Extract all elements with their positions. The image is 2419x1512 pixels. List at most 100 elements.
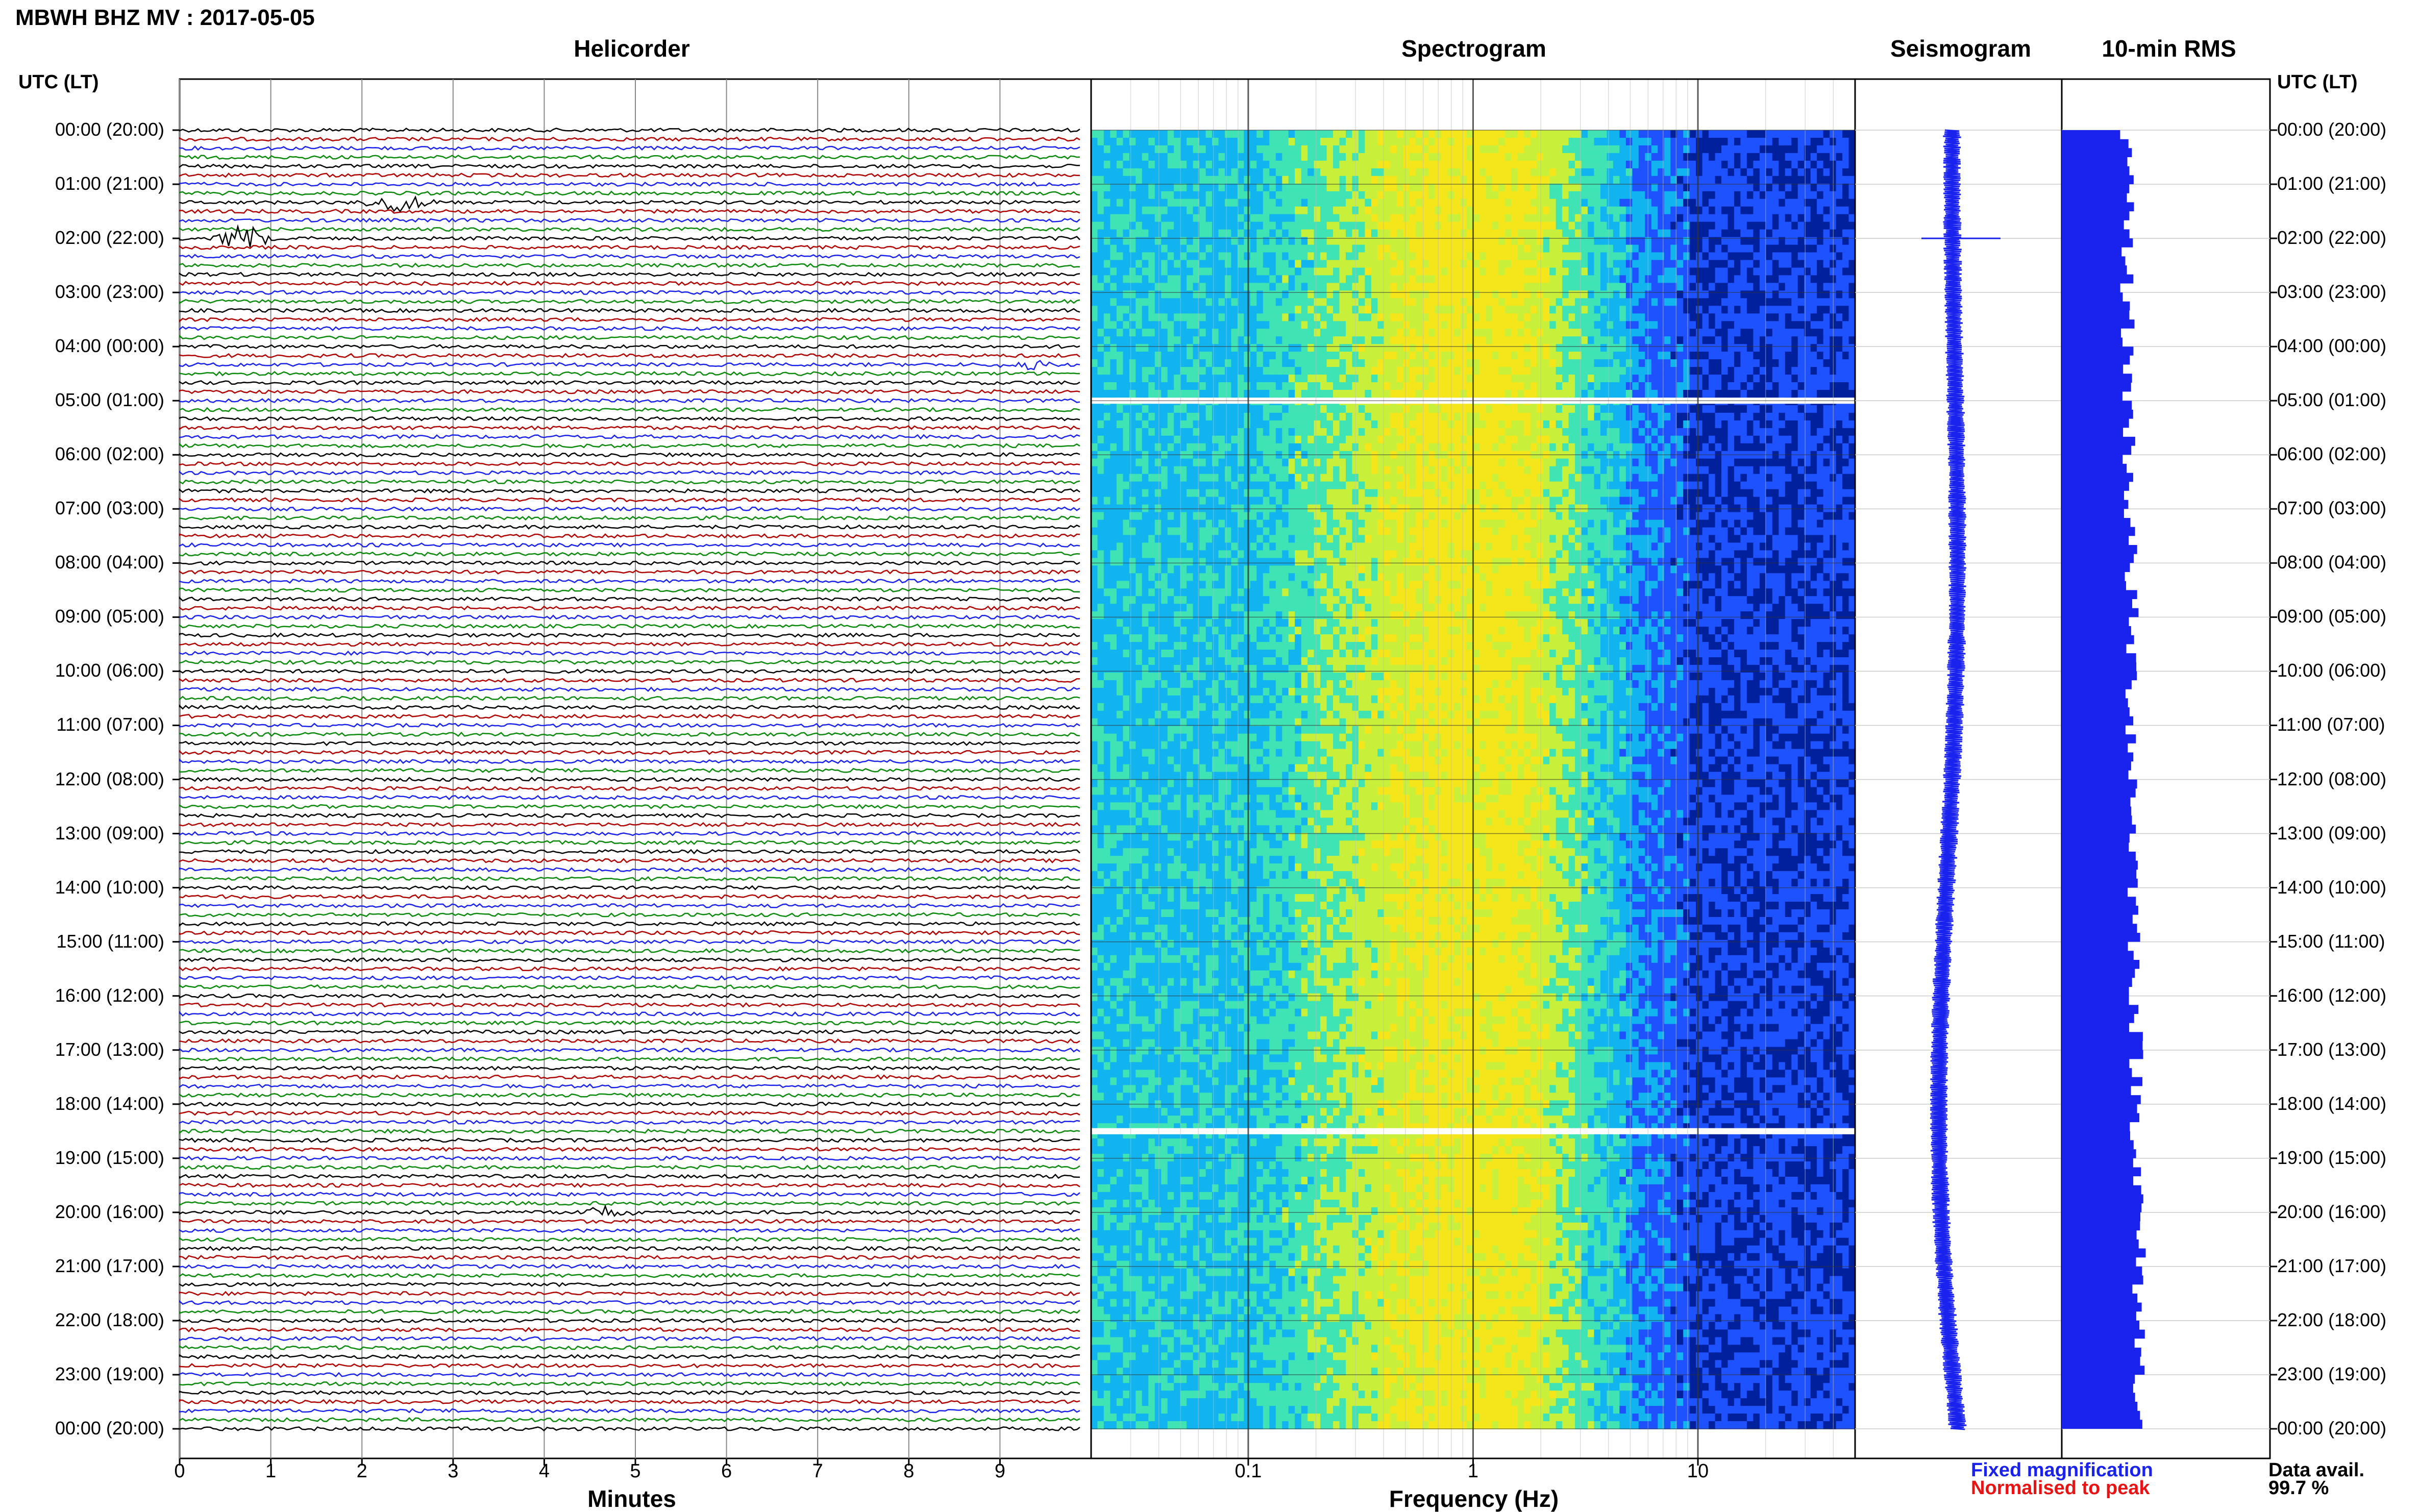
spectrogram-cell — [1734, 130, 1741, 138]
spectrogram-cell — [1275, 367, 1283, 375]
spectrogram-cell — [1588, 367, 1595, 375]
spectrogram-cell — [1091, 359, 1098, 367]
spectrogram-cell — [1779, 359, 1786, 367]
spectrogram-cell — [1676, 382, 1684, 390]
spectrogram-cell — [1346, 168, 1353, 177]
spectrogram-cell — [1524, 313, 1531, 322]
spectrogram-cell — [1288, 306, 1295, 314]
spectrogram-cell — [1167, 199, 1174, 207]
spectrogram-cell — [1396, 221, 1404, 230]
spectrogram-cell — [1103, 405, 1111, 413]
helicorder-trace — [179, 1128, 1080, 1135]
spectrogram-cell — [1823, 367, 1830, 375]
spectrogram-cell — [1683, 168, 1690, 177]
spectrogram-cell — [1384, 145, 1391, 154]
spectrogram-cell — [1530, 321, 1538, 330]
spectrogram-cell — [1772, 420, 1780, 429]
spectrogram-cell — [1441, 367, 1448, 375]
spectrogram-cell — [1817, 336, 1824, 344]
spectrogram-cell — [1295, 168, 1302, 177]
spectrogram-cell — [1492, 130, 1499, 138]
spectrogram-cell — [1779, 229, 1786, 238]
spectrogram-cell — [1619, 199, 1626, 207]
spectrogram-cell — [1543, 199, 1550, 207]
spectrogram-cell — [1842, 191, 1849, 200]
spectrogram-cell — [1409, 329, 1417, 337]
spectrogram-cell — [1607, 206, 1614, 215]
spectrogram-cell — [1091, 214, 1098, 222]
spectrogram-cell — [1339, 183, 1346, 192]
spectrogram-cell — [1562, 321, 1569, 330]
spectrogram-cell — [1377, 176, 1385, 184]
spectrogram-cell — [1269, 153, 1276, 161]
spectrogram-cell — [1715, 130, 1722, 138]
spectrogram-cell — [1543, 267, 1550, 276]
spectrogram-cell — [1568, 428, 1575, 436]
spectrogram-cell — [1588, 229, 1595, 238]
spectrogram-cell — [1727, 221, 1735, 230]
spectrogram-cell — [1492, 428, 1499, 436]
spectrogram-cell — [1428, 267, 1436, 276]
spectrogram-cell — [1625, 244, 1633, 253]
spectrogram-cell — [1295, 336, 1302, 344]
spectrogram-cell — [1696, 313, 1703, 322]
spectrogram-cell — [1486, 199, 1493, 207]
spectrogram-cell — [1263, 290, 1270, 299]
spectrogram-cell — [1205, 221, 1213, 230]
spectrogram-cell — [1492, 267, 1499, 276]
spectrogram-cell — [1358, 183, 1366, 192]
spectrogram-cell — [1269, 375, 1276, 383]
spectrogram-cell — [1721, 244, 1729, 253]
spectrogram-cell — [1136, 199, 1143, 207]
spectrogram-cell — [1498, 283, 1505, 291]
spectrogram-cell — [1479, 130, 1487, 138]
helicorder-trace — [179, 1192, 1080, 1197]
spectrogram-cell — [1594, 252, 1601, 261]
spectrogram-cell — [1689, 214, 1696, 222]
spectrogram-cell — [1772, 382, 1780, 390]
spectrogram-cell — [1275, 375, 1283, 383]
helicorder-trace — [179, 1074, 1080, 1080]
helicorder-trace — [179, 795, 1080, 800]
spectrogram-cell — [1256, 412, 1264, 421]
spectrogram-cell — [1568, 390, 1575, 398]
spectrogram-cell — [1103, 336, 1111, 344]
spectrogram-cell — [1734, 221, 1741, 230]
spectrogram-cell — [1727, 168, 1735, 177]
spectrogram-cell — [1689, 283, 1696, 291]
spectrogram-cell — [1492, 252, 1499, 261]
spectrogram-cell — [1836, 344, 1843, 352]
spectrogram-cell — [1651, 275, 1659, 284]
spectrogram-cell — [1658, 313, 1665, 322]
spectrogram-cell — [1250, 252, 1257, 261]
spectrogram-cell — [1154, 329, 1162, 337]
spectrogram-cell — [1721, 221, 1729, 230]
spectrogram-cell — [1689, 244, 1696, 253]
spectrogram-cell — [1600, 267, 1608, 276]
spectrogram-cell — [1556, 321, 1563, 330]
spectrogram-cell — [1791, 420, 1798, 429]
spectrogram-cell — [1479, 153, 1487, 161]
spectrogram-cell — [1746, 168, 1754, 177]
helicorder-trace — [179, 1173, 1080, 1179]
spectrogram-cell — [1651, 428, 1659, 436]
spectrogram-cell — [1339, 221, 1346, 230]
spectrogram-cell — [1129, 138, 1137, 146]
spectrogram-cell — [1709, 329, 1716, 337]
spectrogram-cell — [1588, 199, 1595, 207]
spectrogram-cell — [1403, 267, 1410, 276]
spectrogram-cell — [1607, 313, 1614, 322]
spectrogram-cell — [1326, 336, 1334, 344]
spectrogram-cell — [1320, 375, 1327, 383]
spectrogram-cell — [1269, 336, 1276, 344]
spectrogram-cell — [1161, 221, 1168, 230]
spectrogram-cell — [1746, 336, 1754, 344]
spectrogram-cell — [1638, 321, 1646, 330]
spectrogram-cell — [1346, 145, 1353, 154]
spectrogram-cell — [1123, 283, 1130, 291]
spectrogram-cell — [1511, 221, 1518, 230]
spectrogram-cell — [1766, 267, 1773, 276]
spectrogram-cell — [1670, 160, 1677, 169]
spectrogram-cell — [1269, 359, 1276, 367]
